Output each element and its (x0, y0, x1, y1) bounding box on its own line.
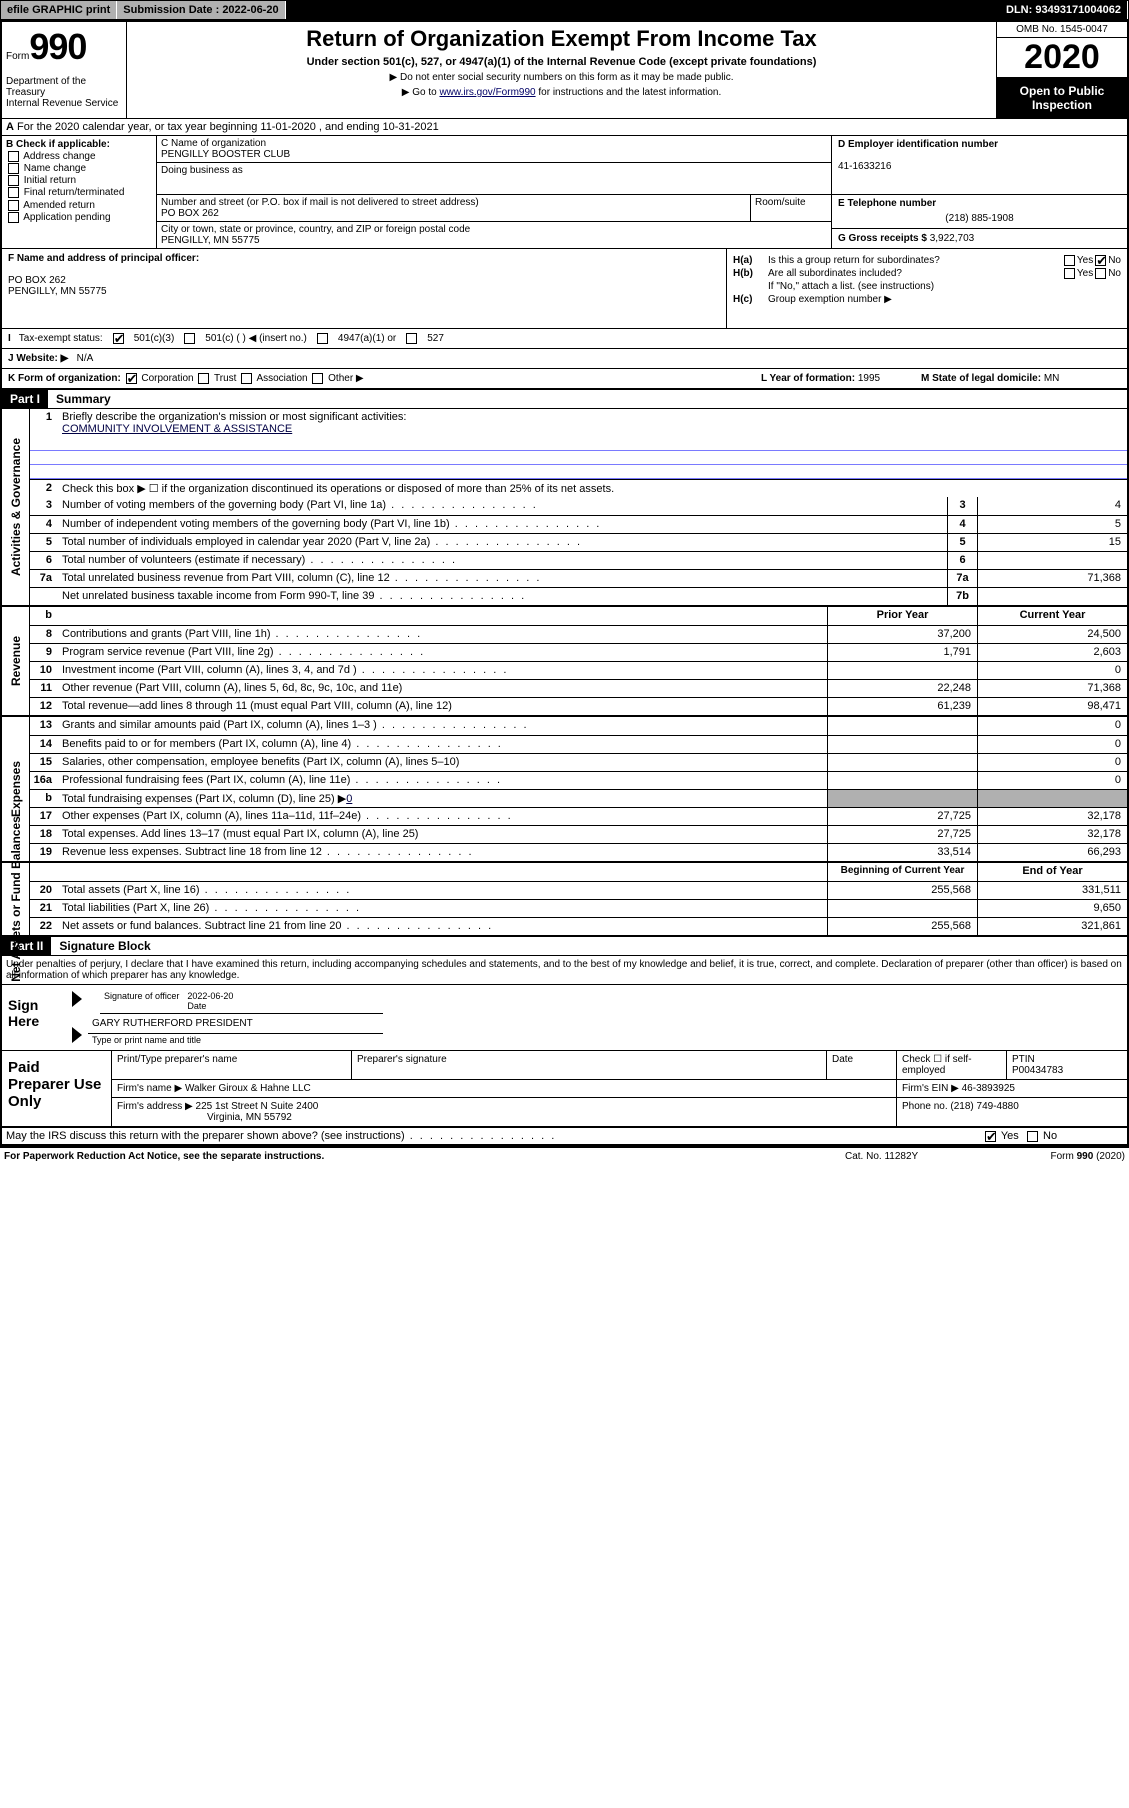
chk-final-return[interactable] (8, 187, 19, 198)
gross-receipts: 3,922,703 (930, 233, 975, 244)
chk-name-change[interactable] (8, 163, 19, 174)
form-number: 990 (29, 26, 86, 67)
v5: 15 (977, 534, 1127, 551)
section-a-period: A For the 2020 calendar year, or tax yea… (2, 119, 1127, 136)
chk-hb-yes[interactable] (1064, 268, 1075, 279)
omb-number: OMB No. 1545-0047 (997, 22, 1127, 38)
v7b (977, 588, 1127, 605)
form-subtitle: Under section 501(c), 527, or 4947(a)(1)… (135, 56, 988, 68)
efile-label: efile GRAPHIC print (1, 1, 117, 19)
chk-ha-no[interactable] (1095, 255, 1106, 266)
chk-address-change[interactable] (8, 151, 19, 162)
mission-text: COMMUNITY INVOLVEMENT & ASSISTANCE (62, 423, 292, 435)
chk-amended[interactable] (8, 200, 19, 211)
open-to-public: Open to Public Inspection (997, 78, 1127, 118)
chk-501c3[interactable] (113, 333, 124, 344)
form-title: Return of Organization Exempt From Incom… (135, 26, 988, 52)
chk-ha-yes[interactable] (1064, 255, 1075, 266)
instr-2: ▶ Go to www.irs.gov/Form990 for instruct… (135, 87, 988, 98)
row-website: J Website: ▶ N/A (2, 349, 1127, 369)
sign-here-block: Sign Here Signature of officer2022-06-20… (2, 985, 1127, 1051)
chk-trust[interactable] (198, 373, 209, 384)
row-k: K Form of organization: Corporation Trus… (2, 369, 1127, 390)
telephone: (218) 885-1908 (945, 213, 1013, 224)
v4: 5 (977, 516, 1127, 533)
chk-initial-return[interactable] (8, 175, 19, 186)
city-state-zip: PENGILLY, MN 55775 (161, 235, 260, 246)
firm-name: Walker Giroux & Hahne LLC (185, 1083, 311, 1094)
chk-hb-no[interactable] (1095, 268, 1106, 279)
form-word: Form (6, 51, 29, 62)
chk-discuss-yes[interactable] (985, 1131, 996, 1142)
penalty-text: Under penalties of perjury, I declare th… (2, 956, 1127, 985)
v3: 4 (977, 497, 1127, 515)
box-b: B Check if applicable: Address change Na… (2, 136, 157, 248)
part2-header: Part II Signature Block (2, 937, 1127, 956)
chk-527[interactable] (406, 333, 417, 344)
chk-other[interactable] (312, 373, 323, 384)
chk-discuss-no[interactable] (1027, 1131, 1038, 1142)
street-address: PO BOX 262 (161, 208, 219, 219)
form990-link[interactable]: www.irs.gov/Form990 (439, 87, 535, 98)
ein-value: 41-1633216 (838, 161, 891, 172)
side-activities: Activities & Governance (2, 409, 30, 605)
tax-year: 2020 (997, 38, 1127, 78)
chk-application-pending[interactable] (8, 212, 19, 223)
chk-assoc[interactable] (241, 373, 252, 384)
submission-date: Submission Date : 2022-06-20 (117, 1, 285, 19)
chk-corp[interactable] (126, 373, 137, 384)
v7a: 71,368 (977, 570, 1127, 587)
dln-label: DLN: 93493171004062 (1000, 1, 1128, 19)
side-netassets: Net Assets or Fund Balances (2, 863, 30, 935)
box-f: F Name and address of principal officer:… (2, 249, 727, 328)
dept-label: Department of the Treasury Internal Reve… (6, 76, 122, 109)
footer: For Paperwork Reduction Act Notice, see … (0, 1148, 1129, 1165)
officer-name: GARY RUTHERFORD PRESIDENT (92, 1018, 253, 1029)
instr-1: ▶ Do not enter social security numbers o… (135, 72, 988, 83)
part1-header: Part I Summary (2, 390, 1127, 409)
chk-4947[interactable] (317, 333, 328, 344)
v6 (977, 552, 1127, 569)
top-bar: efile GRAPHIC print Submission Date : 20… (0, 0, 1129, 20)
chk-501c[interactable] (184, 333, 195, 344)
form-header: Form990 Department of the Treasury Inter… (2, 22, 1127, 119)
paid-preparer-block: Paid Preparer Use Only Print/Type prepar… (2, 1051, 1127, 1128)
side-revenue: Revenue (2, 607, 30, 715)
org-name: PENGILLY BOOSTER CLUB (161, 149, 290, 160)
box-h: H(a) Is this a group return for subordin… (727, 249, 1127, 328)
row-tax-exempt: I Tax-exempt status: 501(c)(3) 501(c) ( … (2, 329, 1127, 349)
